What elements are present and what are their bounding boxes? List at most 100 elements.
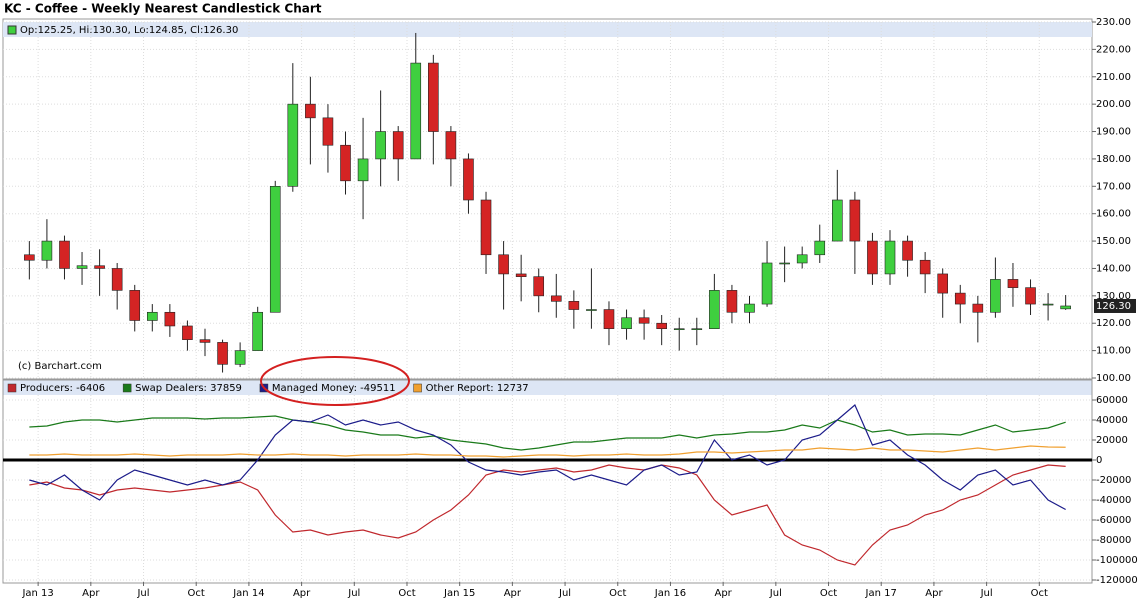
x-tick-label: Jan 14 xyxy=(232,588,264,599)
candle-body xyxy=(199,339,211,343)
candle-body xyxy=(1042,303,1054,306)
candle-body xyxy=(954,292,966,305)
y-tick-label: 120.00 xyxy=(1096,318,1131,329)
x-tick-label: Apr xyxy=(293,588,311,599)
y-tick-label: 180.00 xyxy=(1096,154,1131,165)
candle-body xyxy=(287,103,299,187)
candle-body xyxy=(357,158,369,182)
candle-body xyxy=(164,311,176,327)
candle-body xyxy=(550,295,562,302)
candle-body xyxy=(937,273,949,294)
x-tick-label: Apr xyxy=(714,588,732,599)
candle-body xyxy=(76,265,88,269)
legend-swatch xyxy=(122,383,132,393)
x-tick-label: Jul xyxy=(136,588,149,599)
cot-panel xyxy=(2,379,1093,584)
y-tick-label: -100000 xyxy=(1096,555,1138,566)
candle-body xyxy=(480,199,492,256)
candle-body xyxy=(586,309,597,311)
series-line xyxy=(29,404,1066,511)
candle-body xyxy=(410,62,422,160)
candle-body xyxy=(726,290,738,313)
candle-body xyxy=(761,262,773,305)
x-tick-label: Oct xyxy=(1031,588,1048,599)
x-tick-label: Jan 16 xyxy=(654,588,686,599)
y-tick-label: 110.00 xyxy=(1096,346,1131,357)
candle-body xyxy=(990,279,1001,313)
legend-label: Other Report: 12737 xyxy=(426,383,529,394)
y-tick-label: 60000 xyxy=(1096,395,1128,406)
legend-swatch xyxy=(7,25,17,35)
candle-body xyxy=(621,317,632,330)
series-line xyxy=(29,464,1066,566)
candle-body xyxy=(1007,279,1019,288)
y-tick-label: -80000 xyxy=(1096,535,1131,546)
x-tick-label: Jan 17 xyxy=(865,588,897,599)
y-tick-label: 200.00 xyxy=(1096,99,1131,110)
candle-body xyxy=(568,301,580,310)
annotation-ellipse xyxy=(260,356,410,406)
candle-body xyxy=(445,131,457,160)
y-tick-label: 230.00 xyxy=(1096,17,1131,28)
y-tick-label: 210.00 xyxy=(1096,72,1131,83)
candle-body xyxy=(24,254,35,261)
y-tick-label: 160.00 xyxy=(1096,209,1131,220)
candle-body xyxy=(919,259,931,275)
y-tick-label: 190.00 xyxy=(1096,127,1131,138)
candle-body xyxy=(656,322,667,330)
x-tick-label: Oct xyxy=(188,588,205,599)
candle-body xyxy=(41,240,53,261)
last-price-box xyxy=(1094,298,1136,313)
last-price-label: 126.30 xyxy=(1096,301,1131,312)
x-tick-label: Jan 15 xyxy=(443,588,475,599)
ohlc-label: Op:125.25, Hi:130.30, Lo:124.85, Cl:126.… xyxy=(20,25,238,36)
y-tick-label: 100.00 xyxy=(1096,373,1131,384)
candle-body xyxy=(533,276,545,297)
candle-body xyxy=(796,254,808,264)
x-tick-label: Apr xyxy=(925,588,943,599)
candle-body xyxy=(972,303,984,313)
y-tick-label: 140.00 xyxy=(1096,263,1131,274)
y-tick-label: 0 xyxy=(1096,455,1102,466)
x-tick-label: Jan 13 xyxy=(21,588,53,599)
candle-body xyxy=(340,144,351,182)
x-tick-label: Oct xyxy=(398,588,415,599)
cot-legend-band xyxy=(3,380,1092,395)
legend-swatch xyxy=(413,383,422,393)
candle-body xyxy=(59,240,70,269)
candle-body xyxy=(94,265,105,269)
price-legend-band xyxy=(3,22,1092,37)
x-tick-label: Apr xyxy=(504,588,522,599)
plot-layer: 100.00 110.00 120.00 130.00 140.00 150.00 160.… xyxy=(3,17,1138,599)
candle-body xyxy=(463,158,474,201)
candle-body xyxy=(375,131,386,160)
x-tick-label: Oct xyxy=(820,588,837,599)
legend-label: Producers: -6406 xyxy=(20,383,105,394)
x-tick-label: Jul xyxy=(347,588,360,599)
candle-body xyxy=(305,103,316,119)
candle-body xyxy=(1025,287,1036,305)
candle-body xyxy=(234,350,246,365)
candle-body xyxy=(744,303,755,313)
y-tick-label: 20000 xyxy=(1096,435,1128,446)
x-tick-label: Jul xyxy=(980,588,993,599)
y-tick-label: 220.00 xyxy=(1096,44,1131,55)
price-panel xyxy=(2,18,1093,380)
x-tick-label: Apr xyxy=(82,588,100,599)
candle-body xyxy=(129,290,141,321)
candle-body xyxy=(849,199,861,242)
series-line xyxy=(29,445,1066,458)
y-tick-label: -60000 xyxy=(1096,515,1131,526)
y-tick-label: -120000 xyxy=(1096,575,1138,586)
legend-label: Swap Dealers: 37859 xyxy=(135,383,242,394)
candle-body xyxy=(428,62,439,132)
candle-body xyxy=(392,131,404,160)
candle-body xyxy=(146,311,158,321)
candle-body xyxy=(498,254,509,275)
chart-title: KC - Coffee - Weekly Nearest Candlestick… xyxy=(4,2,322,16)
x-tick-label: Oct xyxy=(609,588,626,599)
y-tick-label: 130.00 xyxy=(1096,291,1131,302)
x-tick-label: Jul xyxy=(769,588,782,599)
watermark: (c) Barchart.com xyxy=(18,361,102,372)
